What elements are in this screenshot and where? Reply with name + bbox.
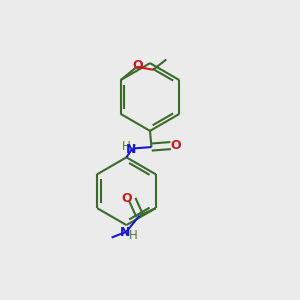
Text: O: O <box>132 59 143 72</box>
Text: N: N <box>126 143 136 156</box>
Text: N: N <box>120 226 130 239</box>
Text: H: H <box>128 229 137 242</box>
Text: H: H <box>122 140 130 153</box>
Text: O: O <box>122 192 132 205</box>
Text: O: O <box>171 139 181 152</box>
